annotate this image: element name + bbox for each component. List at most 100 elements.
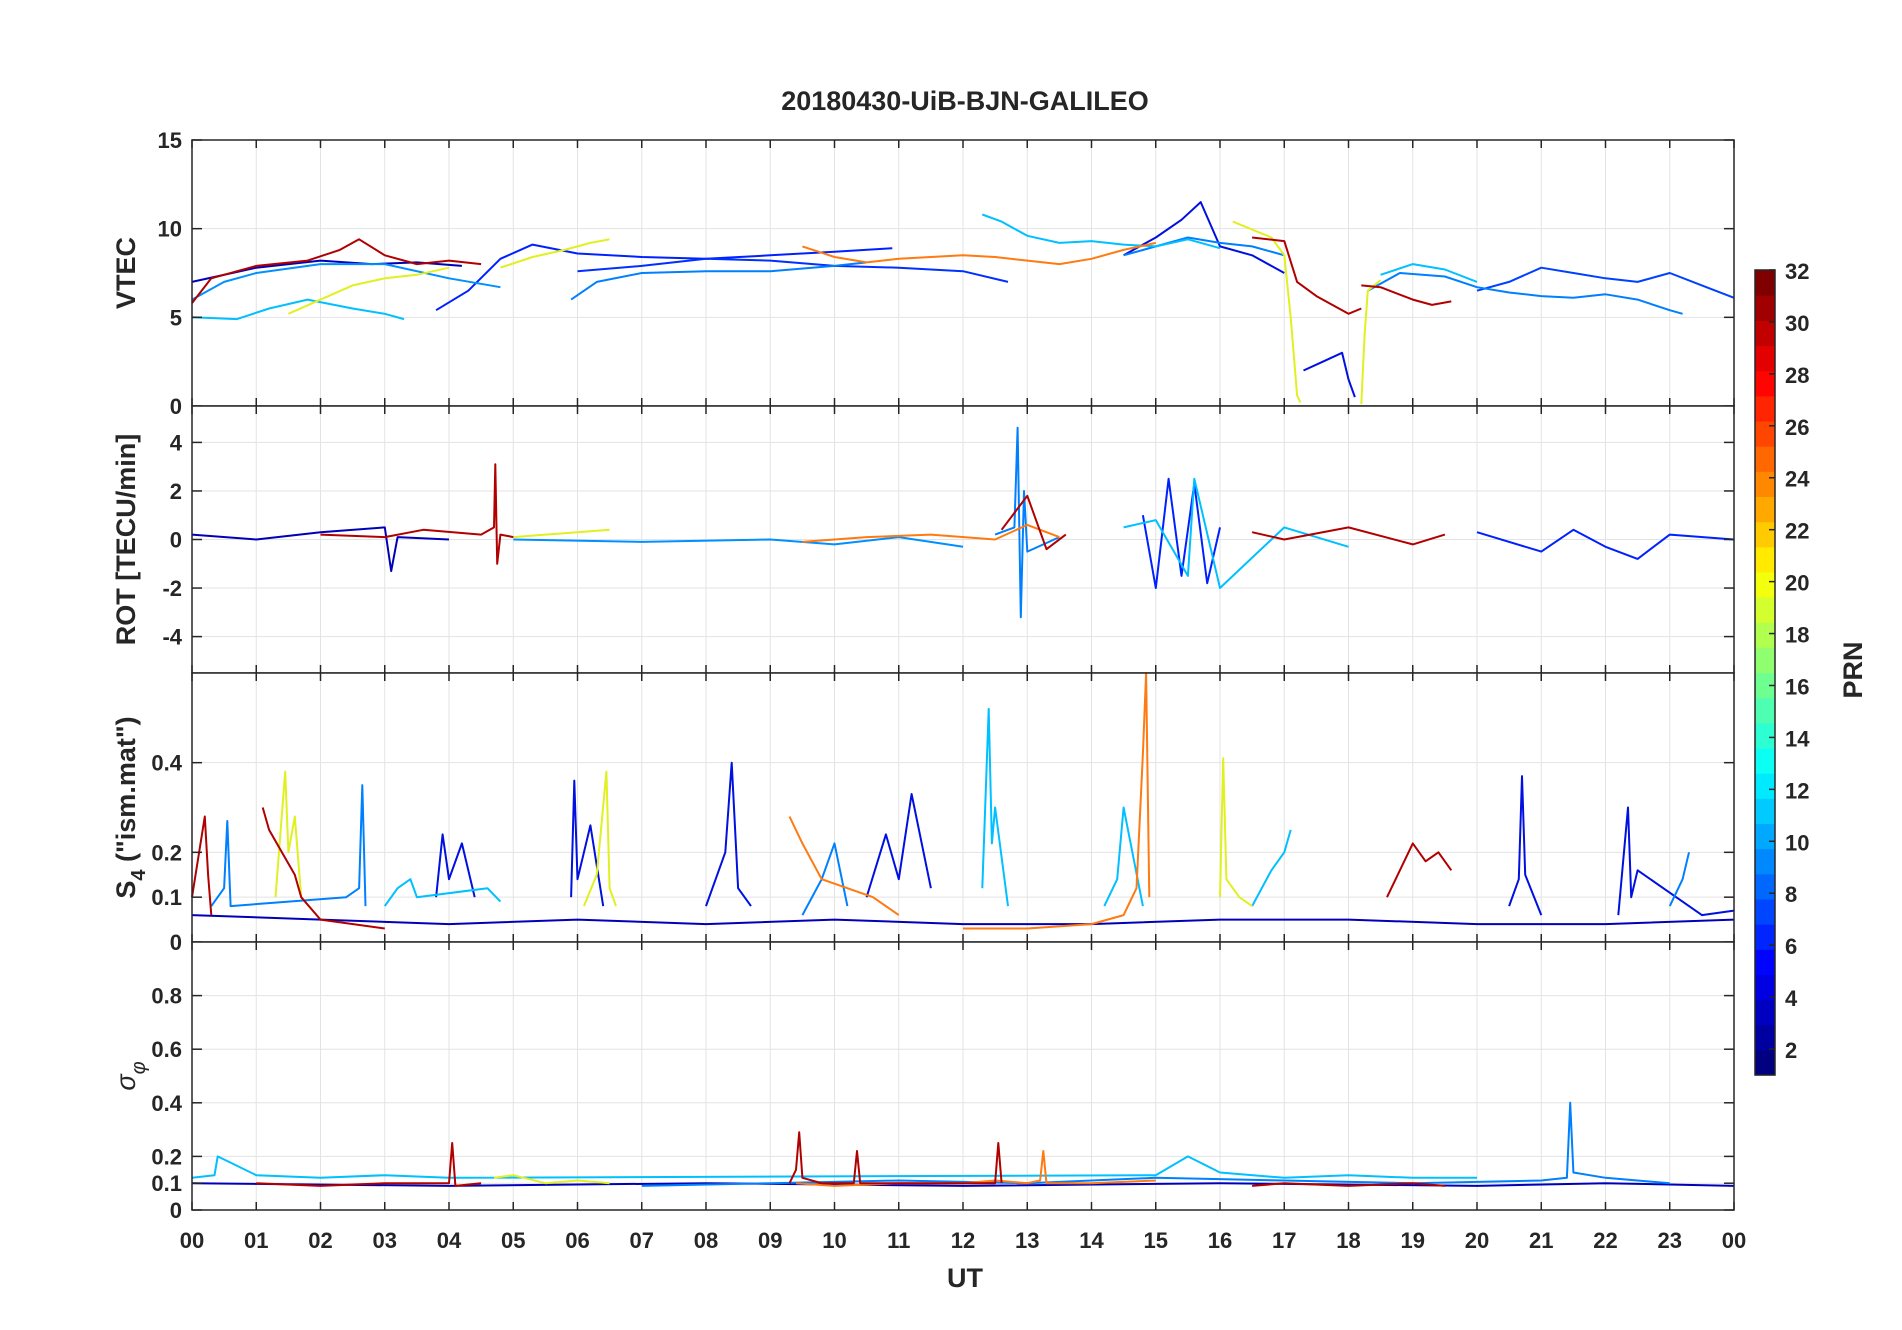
colorbar-label: PRN bbox=[1838, 641, 1868, 698]
colorbar-swatch bbox=[1755, 521, 1775, 548]
series-line-prn-3 bbox=[865, 793, 932, 898]
panel-S4: 00.10.20.4S4 ("ism.mat") bbox=[111, 672, 1735, 955]
series-line-prn-4 bbox=[1476, 528, 1735, 560]
colorbar-tick-label: 30 bbox=[1785, 311, 1809, 336]
colorbar-swatch bbox=[1755, 823, 1775, 850]
y-tick-label: 4 bbox=[170, 430, 183, 455]
y-axis-label-rest: ("ism.mat") bbox=[111, 716, 141, 869]
colorbar-tick-label: 32 bbox=[1785, 259, 1809, 284]
series-line-prn-12 bbox=[1251, 829, 1292, 907]
colorbar-frame bbox=[1754, 269, 1776, 1076]
colorbar-tick-label: 20 bbox=[1785, 571, 1809, 596]
colorbar-swatch bbox=[1755, 722, 1775, 749]
x-tick-label: 00 bbox=[1722, 1228, 1746, 1253]
panel-VTEC: 0 5 10 15 VTEC bbox=[111, 128, 1735, 419]
series-line-prn-20 bbox=[287, 266, 450, 315]
y-axis-label: S4 ("ism.mat") bbox=[111, 716, 150, 898]
series-line-prn-20 bbox=[1232, 220, 1302, 403]
x-axis: 00 01 02 03 04 05 06 07 08 09 10 11 12 13 14 15 16 17 18 19… bbox=[180, 1228, 1746, 1253]
y-axis-label: ROT [TECU/min] bbox=[111, 434, 141, 645]
colorbar-tick-label: 12 bbox=[1785, 778, 1809, 803]
y-axis-label-main: σ bbox=[111, 1073, 141, 1091]
series-line-prn-4 bbox=[435, 243, 893, 312]
series-line-prn-24 bbox=[802, 241, 1157, 266]
colorbar-swatch bbox=[1755, 496, 1775, 523]
y-tick-label: -4 bbox=[162, 625, 182, 650]
colorbar-swatch bbox=[1755, 672, 1775, 699]
y-tick-label: 0 bbox=[170, 394, 182, 419]
x-tick-label: 11 bbox=[887, 1228, 910, 1253]
x-tick-label: 20 bbox=[1465, 1228, 1489, 1253]
x-tick-label: 09 bbox=[758, 1228, 782, 1253]
colorbar-tick-label: 4 bbox=[1785, 986, 1798, 1011]
series-line-prn-3 bbox=[570, 779, 605, 907]
panel-ROT: -4 -2 0 2 4 ROT [TECU/min] bbox=[111, 405, 1735, 674]
colorbar-tick-label: 24 bbox=[1785, 467, 1810, 492]
colorbar-swatch bbox=[1755, 949, 1775, 975]
colorbar-swatch bbox=[1755, 773, 1775, 799]
y-axis-label-sub: 4 bbox=[128, 869, 150, 881]
y-tick-label: 15 bbox=[158, 128, 182, 153]
x-tick-label: 21 bbox=[1529, 1228, 1553, 1253]
colorbar-swatch bbox=[1755, 974, 1775, 1001]
x-tick-label: 08 bbox=[694, 1228, 718, 1253]
colorbar-swatch bbox=[1755, 270, 1775, 296]
x-tick-label: 05 bbox=[501, 1228, 525, 1253]
colorbar-swatch bbox=[1755, 295, 1775, 321]
series-line-prn-20 bbox=[1360, 279, 1382, 405]
colorbar-swatch bbox=[1755, 647, 1775, 674]
colorbar-tick-label: 28 bbox=[1785, 363, 1809, 388]
colorbar-tick-label: 16 bbox=[1785, 674, 1809, 699]
y-axis-label-main: S bbox=[111, 881, 141, 899]
colorbar-tick-label: 10 bbox=[1785, 830, 1809, 855]
y-tick-label: -2 bbox=[162, 576, 182, 601]
x-tick-label: 23 bbox=[1658, 1228, 1682, 1253]
series-line-prn-31 bbox=[191, 238, 482, 304]
x-tick-label: 17 bbox=[1272, 1228, 1296, 1253]
colorbar-tick-label: 6 bbox=[1785, 934, 1797, 959]
series-line-prn-10 bbox=[513, 536, 964, 548]
y-tick-label: 0.1 bbox=[151, 885, 182, 910]
colorbar-swatch bbox=[1755, 999, 1775, 1026]
series-line-prn-12 bbox=[981, 707, 1009, 907]
series-line-prn-5 bbox=[577, 257, 1009, 283]
colorbar-swatch bbox=[1755, 848, 1775, 875]
series-line-prn-31 bbox=[1251, 236, 1362, 315]
y-tick-label: 0 bbox=[170, 930, 182, 955]
colorbar-swatch bbox=[1755, 320, 1775, 347]
colorbar-tick-label: 8 bbox=[1785, 882, 1797, 907]
series-line-prn-12 bbox=[1380, 263, 1478, 283]
x-tick-label: 06 bbox=[565, 1228, 589, 1253]
series-line-prn-9 bbox=[210, 784, 367, 908]
series-line-prn-6 bbox=[1476, 266, 1735, 299]
colorbar-swatch bbox=[1755, 1049, 1775, 1076]
x-tick-label: 07 bbox=[630, 1228, 654, 1253]
y-tick-label: 0.2 bbox=[151, 840, 182, 865]
series-line-prn-12 bbox=[191, 298, 405, 321]
colorbar-tick-label: 14 bbox=[1785, 726, 1810, 751]
series-line-prn-20 bbox=[500, 238, 610, 269]
colorbar-swatch bbox=[1755, 597, 1775, 623]
y-tick-label: 0 bbox=[170, 1198, 182, 1223]
series-line-prn-31 bbox=[261, 807, 385, 930]
colorbar-swatch bbox=[1755, 747, 1775, 774]
y-tick-label: 0.1 bbox=[151, 1171, 182, 1196]
x-tick-label: 01 bbox=[244, 1228, 268, 1253]
series-line-prn-31 bbox=[1361, 284, 1452, 306]
series-line-prn-10 bbox=[191, 263, 501, 301]
series-line-prn-31 bbox=[256, 1142, 482, 1187]
series-line-prn-31 bbox=[320, 463, 514, 565]
colorbar-swatch bbox=[1755, 571, 1775, 598]
series-line-prn-9 bbox=[570, 261, 867, 301]
x-tick-label: 19 bbox=[1401, 1228, 1425, 1253]
x-tick-label: 15 bbox=[1144, 1228, 1168, 1253]
y-tick-label: 0 bbox=[170, 528, 182, 553]
series-line-prn-20 bbox=[1219, 757, 1253, 907]
colorbar-swatch bbox=[1755, 924, 1775, 950]
series-line-prn-9 bbox=[1367, 272, 1683, 315]
series-line-prn-4 bbox=[1141, 477, 1221, 589]
series-line-prn-12 bbox=[1103, 806, 1144, 907]
series-line-prn-31 bbox=[191, 815, 213, 916]
colorbar-swatch bbox=[1755, 873, 1775, 900]
